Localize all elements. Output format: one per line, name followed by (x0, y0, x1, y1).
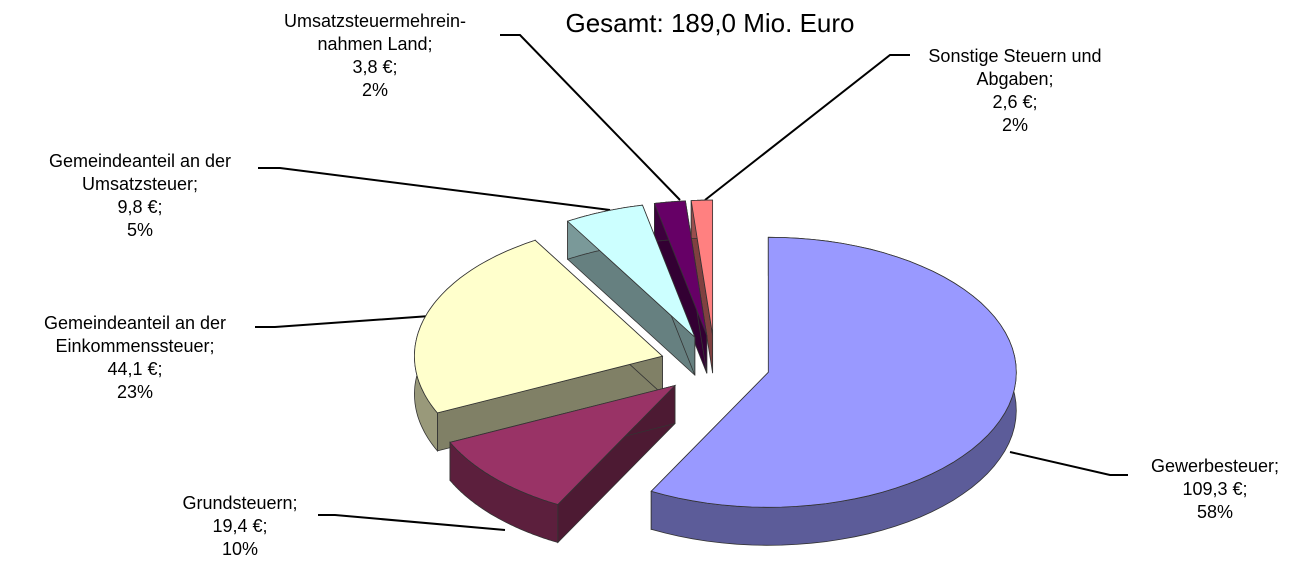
percentage-label: 23% (116, 382, 154, 402)
value-label: 109,3 €; (1182, 479, 1248, 499)
data-label: Gemeindeanteil an der Umsatzsteuer; 9,8 €… (49, 150, 231, 242)
category-label: Gemeindeanteil an der Umsatzsteuer; (48, 151, 232, 194)
data-label: Grundsteuern; 19,4 €; 10% (182, 492, 297, 561)
value-label: 44,1 €; (107, 359, 163, 379)
value-label: 9,8 €; (117, 197, 163, 217)
category-label: Gemeindeanteil an der Einkommenssteuer; (43, 313, 227, 356)
slice-top (413, 239, 664, 414)
slice-top (650, 236, 1017, 508)
leader-line (1009, 451, 1128, 476)
data-label: Gewerbesteuer; 109,3 €; 58% (1151, 455, 1279, 524)
data-label: Sonstige Steuern und Abgaben; 2,6 €; 2% (928, 45, 1101, 137)
percentage-label: 2% (361, 80, 388, 100)
category-label: Gewerbesteuer; (1150, 456, 1280, 476)
category-label: Grundsteuern; (182, 493, 298, 513)
slice-top (566, 204, 696, 338)
leader-line (500, 34, 681, 201)
data-label: Umsatzsteuermehrein- nahmen Land; 3,8 €; 2… (284, 10, 466, 102)
leader-line (255, 315, 431, 328)
pie-slice (449, 384, 677, 544)
slice-top (690, 199, 714, 336)
data-label: Gemeindeanteil an der Einkommenssteuer; 4… (44, 312, 226, 404)
leader-lines (255, 34, 1128, 531)
value-label: 19,4 €; (212, 516, 268, 536)
pie-slice (650, 236, 1017, 546)
percentage-label: 5% (126, 220, 153, 240)
slices (413, 199, 1017, 546)
category-label: Sonstige Steuern und Abgaben; (928, 46, 1102, 89)
category-label: Umsatzsteuermehrein- nahmen Land; (283, 11, 467, 54)
slice-top (449, 384, 677, 505)
leader-line (258, 167, 611, 211)
value-label: 2,6 €; (992, 92, 1038, 112)
percentage-label: 2% (1001, 115, 1029, 135)
pie-slice (566, 204, 696, 377)
leader-line (318, 514, 506, 531)
percentage-label: 58% (1196, 502, 1234, 522)
leader-line (704, 54, 910, 201)
value-label: 3,8 €; (352, 57, 398, 77)
slice-top (653, 200, 708, 336)
percentage-label: 10% (221, 539, 259, 559)
chart-title: Gesamt: 189,0 Mio. Euro (565, 8, 855, 38)
